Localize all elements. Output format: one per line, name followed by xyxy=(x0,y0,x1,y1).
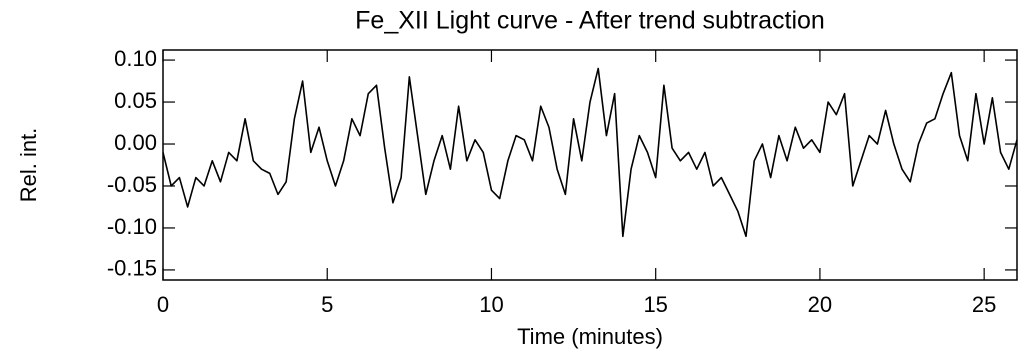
x-tick-label: 15 xyxy=(643,292,667,317)
y-tick-label: -0.15 xyxy=(107,256,157,281)
x-tick-label: 25 xyxy=(972,292,996,317)
y-axis-label: Rel. int. xyxy=(16,128,41,203)
y-tick-label: 0.10 xyxy=(114,46,157,71)
y-tick-label: -0.10 xyxy=(107,214,157,239)
chart-title: Fe_XII Light curve - After trend subtrac… xyxy=(355,7,825,35)
plot-frame xyxy=(162,49,1018,281)
x-tick-label: 20 xyxy=(808,292,832,317)
y-tick-label: 0.05 xyxy=(114,88,157,113)
x-tick-label: 0 xyxy=(157,292,169,317)
y-tick-label: 0.00 xyxy=(114,130,157,155)
data-line xyxy=(162,67,1018,238)
y-tick-label: -0.05 xyxy=(107,172,157,197)
x-axis-label: Time (minutes) xyxy=(517,324,663,349)
x-tick-label: 5 xyxy=(321,292,333,317)
x-tick-label: 10 xyxy=(479,292,503,317)
